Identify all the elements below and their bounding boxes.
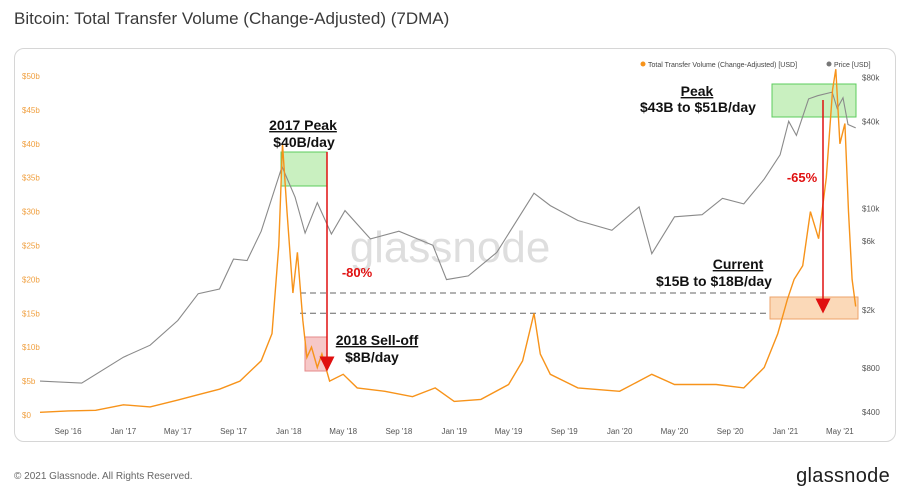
box-2021-peak [771, 83, 857, 118]
x-tick-label: Sep '16 [55, 427, 82, 436]
x-tick-label: May '17 [164, 427, 192, 436]
x-tick-label: Jan '21 [773, 427, 799, 436]
x-tick-label: Jan '20 [607, 427, 633, 436]
y-right-tick-label: $800 [862, 364, 880, 373]
box-current [769, 296, 859, 320]
y-left-tick-label: $30b [22, 208, 40, 217]
brand-logo: glassnode [796, 465, 890, 487]
y-left-tick-label: $15b [22, 309, 40, 318]
annotation-2018-selloff-value: $8B/day [345, 349, 399, 365]
y-right-tick-label: $6k [862, 237, 876, 246]
y-left-tick-label: $45b [22, 106, 40, 115]
x-tick-label: Jan '17 [111, 427, 137, 436]
annotation-2017-peak-value: $40B/day [273, 134, 335, 150]
x-tick-label: Jan '19 [441, 427, 467, 436]
y-left-tick-label: $0 [22, 411, 31, 420]
y-left-tick-label: $40b [22, 140, 40, 149]
y-left-tick-label: $20b [22, 275, 40, 284]
series-volume-line [39, 69, 857, 413]
x-tick-label: Sep '19 [551, 427, 578, 436]
legend-volume-label: Total Transfer Volume (Change-Adjusted) … [648, 62, 797, 69]
x-tick-label: Sep '17 [220, 427, 247, 436]
watermark: glassnode [350, 223, 551, 272]
chart-title: Bitcoin: Total Transfer Volume (Change-A… [14, 9, 450, 28]
series-price-line [39, 91, 856, 384]
annotation-2021-peak-label: Peak [681, 83, 714, 99]
annotation-2017-peak-label: 2017 Peak [269, 117, 337, 133]
x-tick-label: May '21 [826, 427, 854, 436]
y-right-tick-label: $10k [862, 205, 880, 214]
y-left-tick-label: $50b [22, 72, 40, 81]
box-2017-peak [280, 151, 328, 187]
y-left-tick-label: $10b [22, 343, 40, 352]
annotation-current-label: Current [713, 256, 764, 272]
x-tick-label: May '19 [495, 427, 523, 436]
y-left-tick-label: $25b [22, 242, 40, 251]
x-tick-label: May '18 [329, 427, 357, 436]
legend-price-swatch [826, 61, 832, 67]
legend-volume-swatch [640, 61, 646, 67]
annotation-2018-selloff-label: 2018 Sell-off [336, 332, 419, 348]
y-left-tick-label: $5b [22, 377, 36, 386]
annotation-2021-peak-value: $43B to $51B/day [640, 99, 756, 115]
annotation-minus-65: -65% [787, 170, 818, 185]
y-right-tick-label: $2k [862, 306, 876, 315]
annotation-current-value: $15B to $18B/day [656, 273, 772, 289]
x-tick-label: Sep '18 [385, 427, 412, 436]
x-tick-label: Sep '20 [717, 427, 744, 436]
copyright: © 2021 Glassnode. All Rights Reserved. [14, 471, 193, 482]
y-right-tick-label: $40k [862, 117, 880, 126]
chart-frame [14, 48, 896, 442]
y-left-tick-label: $35b [22, 174, 40, 183]
x-tick-label: May '20 [661, 427, 689, 436]
y-right-tick-label: $400 [862, 408, 880, 417]
legend-price-label: Price [USD] [834, 62, 871, 69]
y-right-tick-label: $80k [862, 74, 880, 83]
x-tick-label: Jan '18 [276, 427, 302, 436]
annotation-minus-80: -80% [342, 265, 373, 280]
